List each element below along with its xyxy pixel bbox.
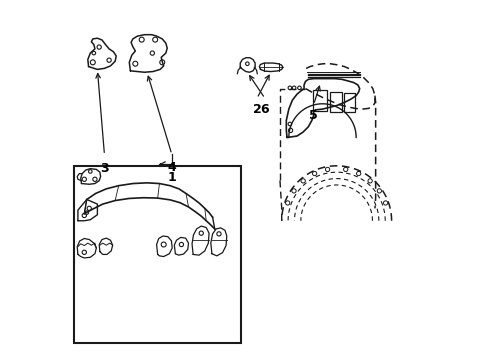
Text: 2: 2 bbox=[252, 103, 261, 116]
Text: 1: 1 bbox=[167, 171, 176, 184]
Text: 5: 5 bbox=[308, 109, 317, 122]
Bar bbox=[74, 166, 241, 343]
Bar bbox=[329, 92, 341, 112]
Bar bbox=[312, 90, 326, 111]
Text: 6: 6 bbox=[260, 103, 269, 116]
Text: 3: 3 bbox=[100, 162, 109, 175]
Text: 4: 4 bbox=[167, 161, 176, 174]
Bar bbox=[344, 93, 354, 112]
